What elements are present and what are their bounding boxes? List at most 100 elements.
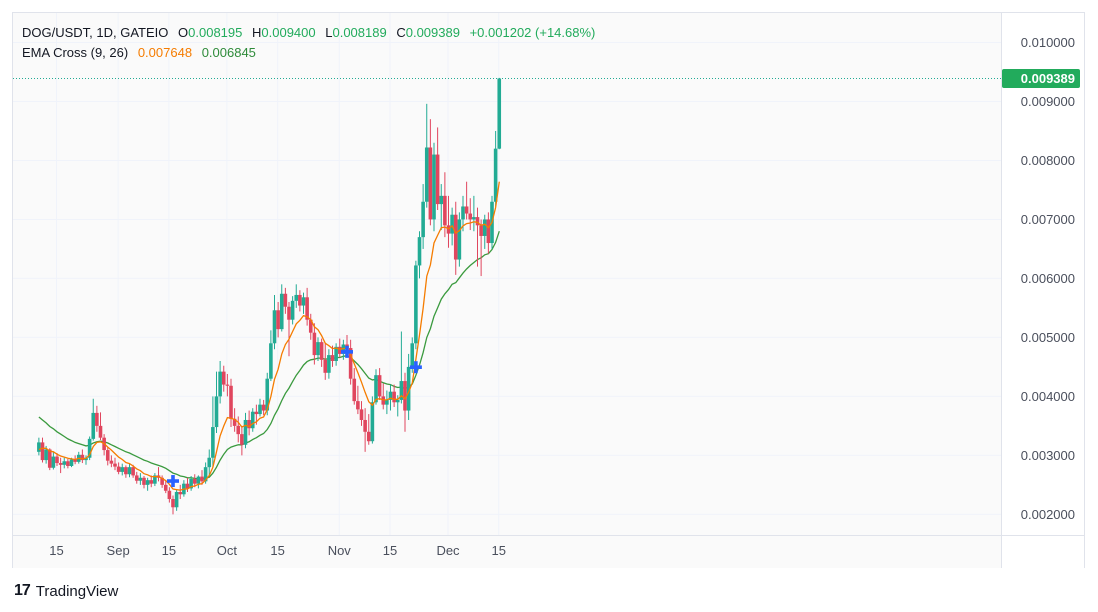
candle-down <box>80 449 85 464</box>
time-axis[interactable] <box>13 535 1001 568</box>
price-axis[interactable] <box>1002 13 1084 535</box>
candle-body <box>247 419 251 429</box>
candle-body <box>243 419 248 445</box>
candle-body <box>352 378 357 402</box>
time-tick-label: 15 <box>270 543 284 558</box>
candle-up <box>207 449 212 476</box>
candle-up <box>87 436 92 461</box>
candle-body <box>153 475 157 484</box>
candle-body <box>319 342 324 360</box>
candle-body <box>472 217 476 220</box>
time-tick-label: 15 <box>492 543 506 558</box>
candle-up <box>482 214 487 249</box>
candle-down <box>453 201 458 275</box>
candle-down <box>247 410 251 436</box>
ema-cross-marker <box>167 475 179 488</box>
candle-down <box>192 474 197 488</box>
candle-up <box>406 353 411 420</box>
plot-area[interactable] <box>13 13 1001 535</box>
candle-down <box>392 384 396 408</box>
candle-down <box>381 383 386 410</box>
candle-body <box>142 477 146 485</box>
price-tick-label: 0.008000 <box>1021 153 1075 168</box>
candle-body <box>80 454 85 461</box>
candle-down <box>363 408 367 452</box>
candle-body <box>410 343 415 367</box>
candle-body <box>221 371 226 385</box>
ema-fast-layer <box>38 181 500 491</box>
marker-v <box>171 475 175 488</box>
candle-down <box>359 401 364 426</box>
candle-body <box>62 461 67 465</box>
candle-body <box>98 425 103 438</box>
candle-down <box>475 207 480 267</box>
candle-up <box>218 361 222 404</box>
candle-body <box>276 310 280 330</box>
candle-down <box>95 405 99 432</box>
candle-body <box>334 346 338 361</box>
candle-down <box>283 287 288 314</box>
price-tick-label: 0.002000 <box>1021 507 1075 522</box>
candle-up <box>279 284 284 332</box>
candle-up <box>497 77 502 150</box>
candle-up <box>424 103 429 208</box>
candle-body <box>51 456 56 468</box>
candle-up <box>37 437 41 456</box>
candle-body <box>95 412 99 426</box>
candle-body <box>316 342 320 356</box>
candle-body <box>254 411 259 415</box>
last-price-layer: 0.009389 <box>13 68 1080 88</box>
candle-body <box>66 461 70 466</box>
candle-body <box>69 459 74 466</box>
candle-body <box>258 404 262 415</box>
candle-body <box>421 201 425 238</box>
candle-body <box>37 442 41 452</box>
candle-body <box>207 457 212 468</box>
candle-body <box>250 411 255 429</box>
candle-body <box>305 297 309 320</box>
candle-body <box>308 319 313 333</box>
candle-body <box>432 154 436 220</box>
candle-body <box>290 300 295 320</box>
candle-down <box>149 475 154 488</box>
candle-up <box>250 408 255 432</box>
candle-body <box>138 477 143 481</box>
ema-fast-value: 0.007648 <box>137 45 193 60</box>
candle-down <box>348 339 353 385</box>
ema-slow-line <box>38 230 500 480</box>
candle-up <box>127 463 132 478</box>
candle-down <box>287 302 291 357</box>
candle-down <box>319 338 324 367</box>
candle-body <box>192 478 197 484</box>
candle-body <box>200 476 204 482</box>
candle-down <box>142 476 146 489</box>
candle-down <box>403 372 407 432</box>
candle-body <box>240 434 244 445</box>
candle-up <box>432 142 436 232</box>
candle-body <box>363 419 367 432</box>
candle-body <box>327 355 331 373</box>
tradingview-brand[interactable]: 17 TradingView <box>14 582 118 600</box>
candle-down <box>171 495 175 515</box>
candle-body <box>116 466 121 472</box>
candle-down <box>366 414 371 445</box>
candle-body <box>145 480 150 485</box>
candle-body <box>160 477 164 485</box>
last-price-badge <box>1002 68 1080 88</box>
candle-up <box>211 396 215 468</box>
ema-slow-value: 0.006845 <box>201 45 256 60</box>
legend-symbol[interactable]: DOG/USDT, 1D, GATEIO <box>22 25 169 40</box>
candle-body <box>131 467 135 476</box>
indicator-name[interactable]: EMA Cross (9, 26) <box>22 45 129 60</box>
candle-up <box>457 212 462 267</box>
candle-down <box>105 447 110 466</box>
candle-body <box>283 293 288 307</box>
candle-body <box>73 459 77 462</box>
candle-up <box>421 184 425 249</box>
candle-down <box>163 480 168 494</box>
candle-body <box>261 404 266 411</box>
candle-body <box>287 306 291 320</box>
candle-body <box>385 399 389 405</box>
legend-change: +0.001202 (+14.68%) <box>469 25 596 40</box>
